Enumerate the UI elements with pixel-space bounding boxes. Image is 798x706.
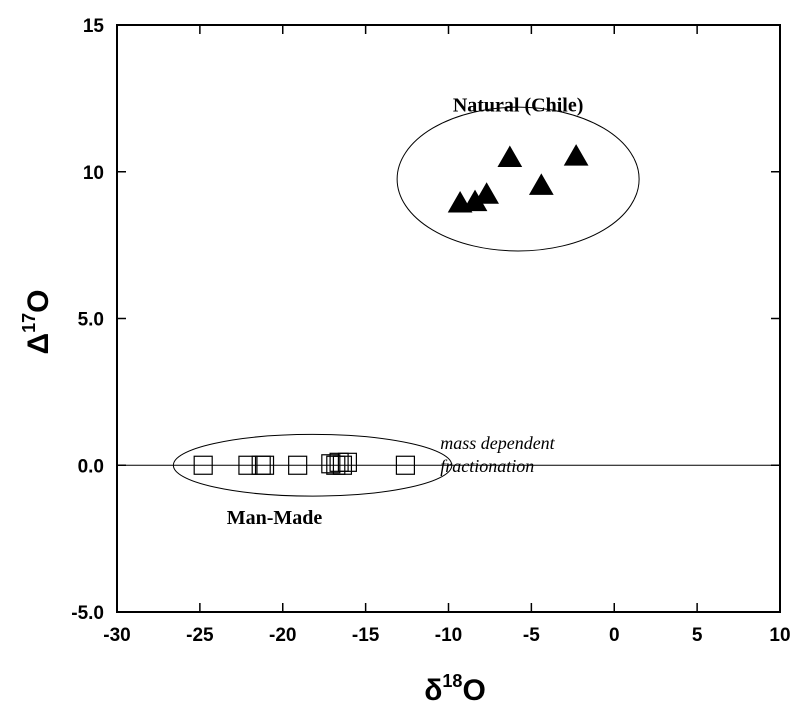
data-markers: [193, 144, 589, 475]
natural-chile-label: Natural (Chile): [453, 95, 584, 117]
x-tick-label: -20: [269, 625, 296, 646]
man-made-data-point: [321, 454, 341, 474]
reference-line-label-line1: mass dependent: [440, 433, 555, 453]
x-axis-ticks: -30 -25 -20 -15 -10 -5 0 5 10: [103, 25, 791, 646]
man-made-data-point: [238, 455, 258, 475]
natural-data-point: [528, 173, 554, 195]
man-made-label: Man-Made: [227, 507, 323, 529]
y-tick-label: 15: [83, 16, 105, 37]
x-tick-label: 0: [609, 625, 620, 646]
plot-frame: [116, 24, 781, 613]
y-axis-ticks: -5.0 0.0 5.0 10 15: [71, 16, 780, 624]
reference-line-label-line2: fractionation: [440, 456, 534, 476]
x-axis-title-tail: O: [462, 674, 485, 706]
x-tick-label: -25: [186, 625, 214, 646]
x-tick-label: -15: [352, 625, 380, 646]
group-ellipse-0: [396, 106, 640, 252]
man-made-data-point: [332, 455, 353, 475]
x-tick-label: 10: [769, 625, 790, 646]
x-axis-title: δ18O: [424, 671, 486, 706]
man-made-data-point: [288, 455, 308, 475]
natural-data-point: [474, 182, 499, 204]
x-tick-label: 5: [692, 625, 703, 646]
y-tick-label: 0.0: [78, 456, 104, 477]
y-tick-label: -5.0: [71, 603, 104, 624]
x-tick-label: -30: [103, 625, 130, 646]
y-axis-title-tail: O: [22, 290, 55, 313]
man-made-data-point: [337, 452, 357, 472]
y-axis-title-base: Δ: [22, 333, 55, 355]
y-axis-title-sup: 17: [19, 313, 39, 333]
y-axis-title: Δ17O: [19, 290, 55, 355]
y-tick-label: 5.0: [78, 310, 104, 331]
x-tick-label: -10: [435, 625, 462, 646]
man-made-data-point: [254, 455, 275, 475]
x-axis-title-sup: 18: [442, 671, 462, 691]
natural-data-point: [497, 145, 523, 168]
x-tick-label: -5: [523, 625, 540, 646]
natural-data-point: [563, 144, 589, 166]
y-tick-label: 10: [83, 163, 104, 184]
man-made-data-point: [395, 455, 416, 475]
man-made-data-point: [193, 455, 213, 475]
x-axis-title-base: δ: [424, 674, 442, 706]
